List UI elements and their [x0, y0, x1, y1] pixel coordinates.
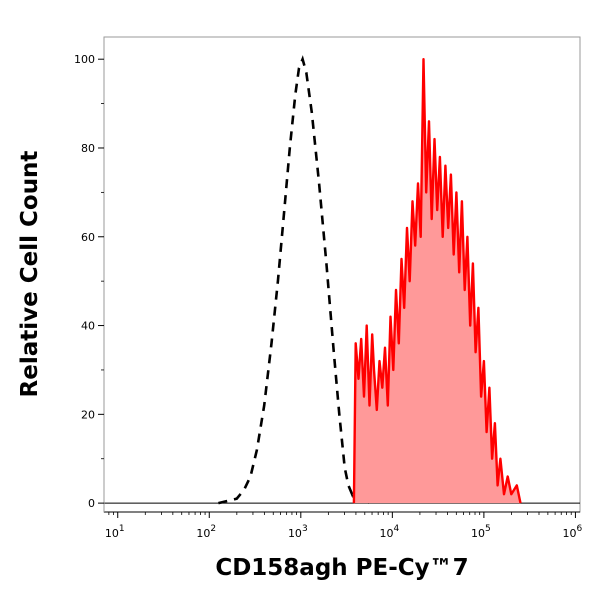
x-tick-label: 104 [379, 524, 399, 540]
y-tick-label: 0 [88, 497, 95, 510]
x-axis: 101 102 103 104 105 106 [104, 502, 583, 540]
series-stained-line [352, 58, 522, 504]
x-tick-label: 101 [105, 524, 125, 540]
y-tick-label: 40 [81, 320, 95, 333]
series-control-line [218, 55, 371, 505]
x-tick-label: 103 [288, 524, 308, 540]
y-tick-label: 80 [81, 142, 95, 155]
y-axis-title: Relative Cell Count [17, 151, 43, 398]
x-tick-label: 106 [563, 524, 583, 540]
x-tick-label: 105 [471, 524, 491, 540]
series-stained-area [353, 59, 521, 504]
y-axis: 0 20 40 60 80 100 [74, 37, 105, 512]
plot-frame [103, 36, 581, 513]
y-tick-label: 100 [74, 53, 95, 66]
x-tick-label: 102 [196, 524, 216, 540]
series-layer [218, 55, 522, 505]
y-tick-label: 20 [81, 408, 95, 421]
x-axis-title: CD158agh PE-Cy™7 [215, 555, 468, 581]
y-tick-label: 60 [81, 231, 95, 244]
